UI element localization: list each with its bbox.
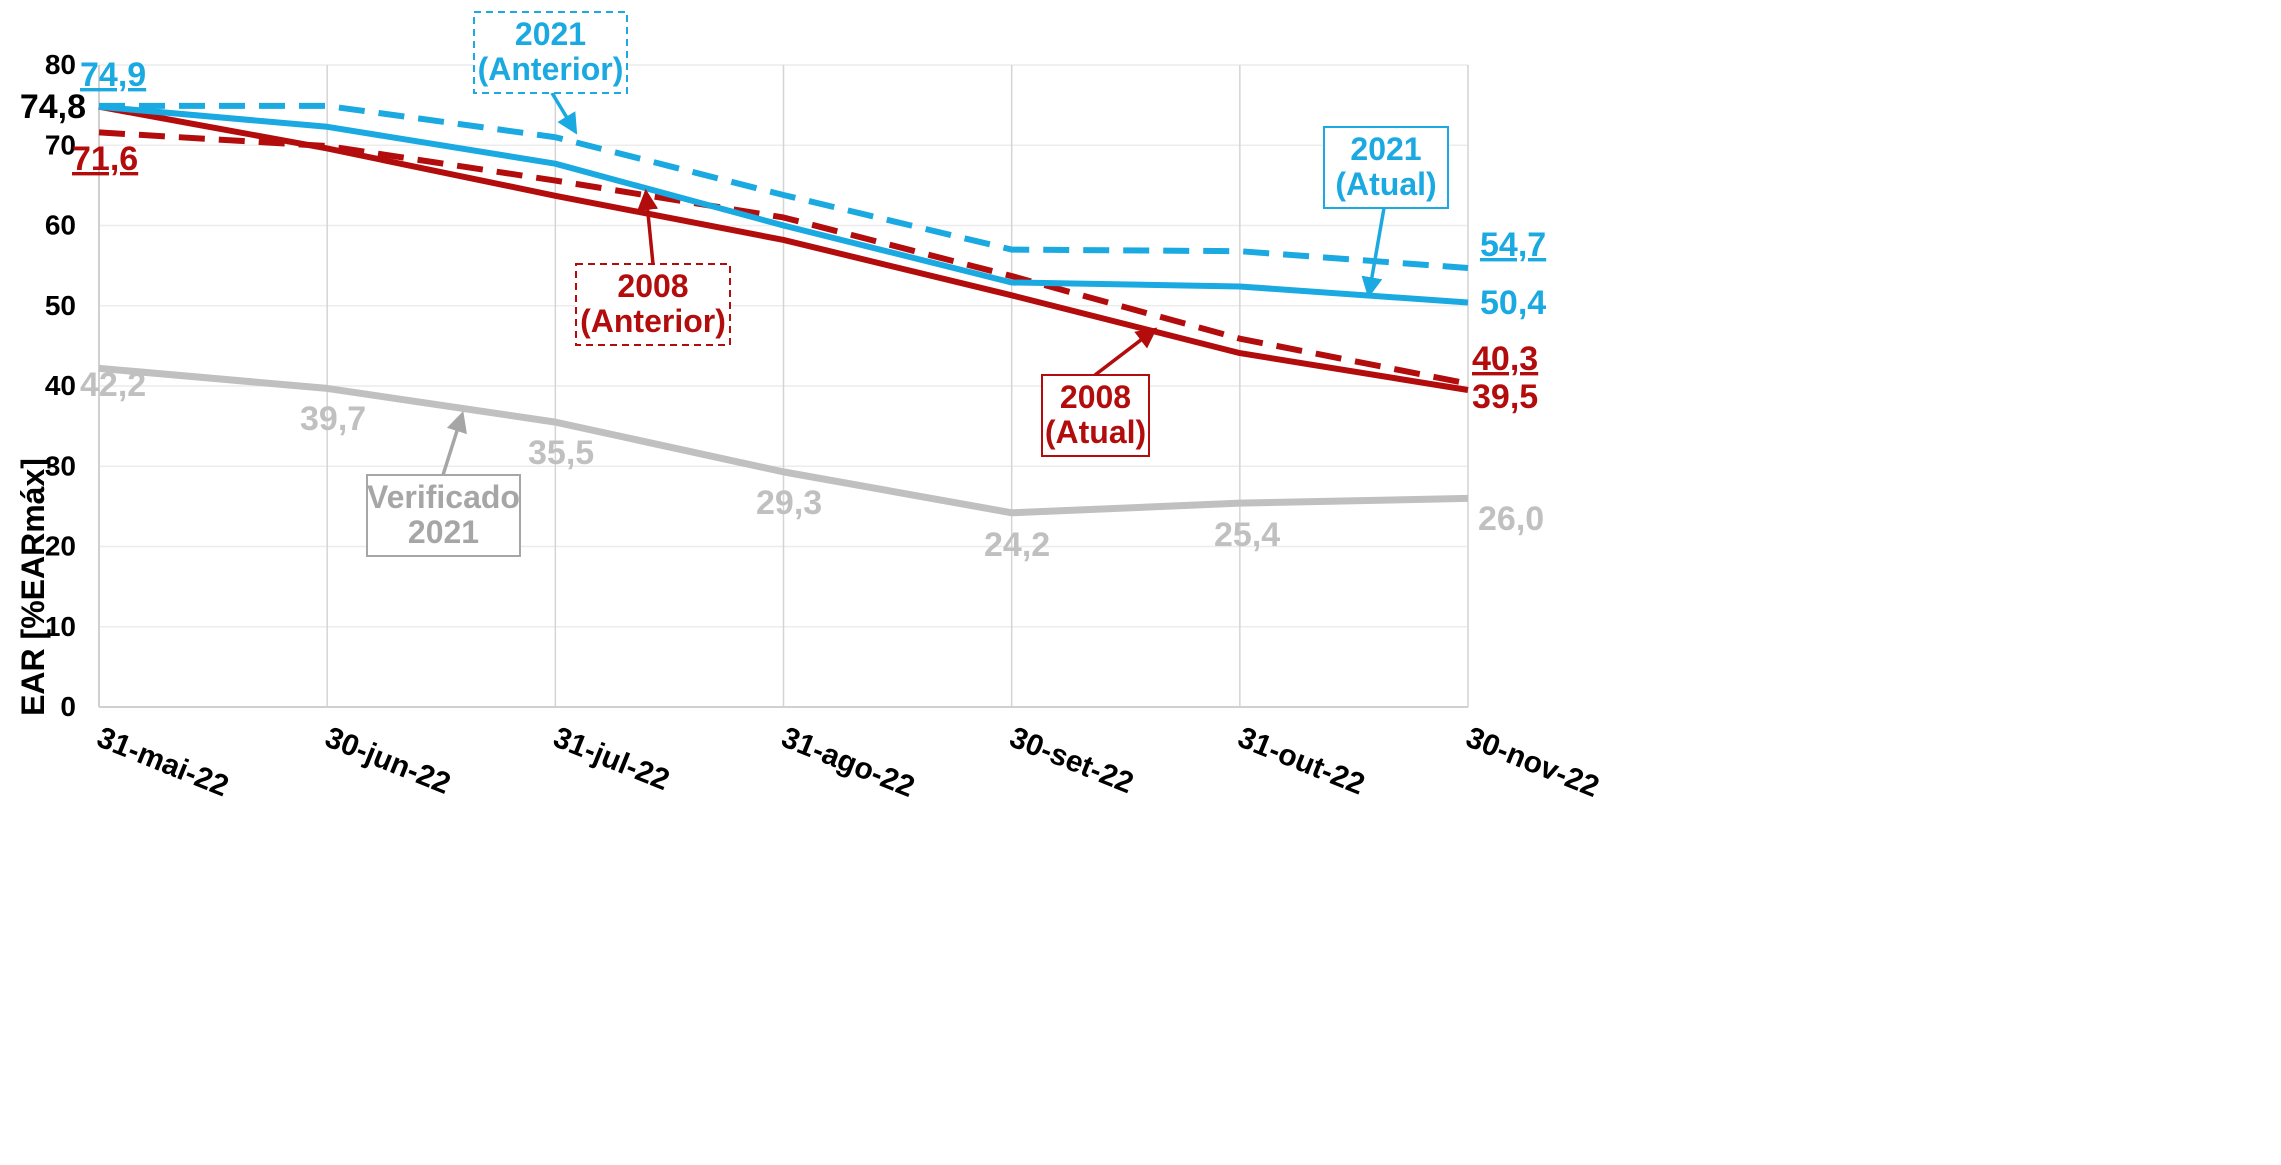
y-tick-label: 10 — [45, 611, 76, 642]
data-label: 42,2 — [80, 366, 146, 404]
data-label: 29,3 — [756, 484, 822, 522]
callout-box — [366, 474, 521, 557]
y-tick-label: 70 — [45, 129, 76, 160]
data-label: 39,7 — [300, 400, 366, 438]
data-label: 35,5 — [528, 434, 594, 472]
series-line-a2008-anterior — [98, 129, 1469, 387]
data-label: 54,7 — [1480, 226, 1546, 264]
callout-arrow — [637, 188, 659, 265]
data-label: 50,4 — [1480, 284, 1546, 322]
series-line-a2021-anterior — [99, 102, 1469, 272]
callout-line2: (Anterior) — [580, 303, 726, 339]
callout-box — [575, 263, 731, 346]
y-axis-title: EAR [%EARmáx] — [15, 458, 51, 716]
callout-arrow — [550, 92, 578, 135]
x-tick-label: 31-out-22 — [1233, 721, 1369, 802]
arrow-layer — [441, 92, 1386, 476]
data-label: 40,3 — [1472, 340, 1538, 378]
callout-line2: 2021 — [408, 514, 479, 550]
callout-arrow — [1361, 207, 1386, 299]
data-label: 24,2 — [984, 526, 1050, 564]
data-label: 39,5 — [1472, 378, 1538, 416]
callout-line2: (Atual) — [1335, 166, 1436, 202]
callout-layer: 2021(Anterior)2021(Atual)2008(Anterior)2… — [366, 11, 1449, 557]
data-label: 74,8 — [20, 88, 86, 126]
y-tick-label: 40 — [45, 370, 76, 401]
x-tick-label: 30-nov-22 — [1461, 721, 1603, 804]
callout-line1: 2021 — [1350, 131, 1421, 167]
data-label: 26,0 — [1478, 500, 1544, 538]
y-tick-label: 50 — [45, 290, 76, 321]
x-tick-label: 30-jun-22 — [321, 721, 455, 801]
x-tick-label: 31-ago-22 — [777, 721, 919, 804]
callout-box — [1323, 126, 1449, 209]
data-label: 74,9 — [80, 56, 146, 94]
callout-arrow — [1093, 327, 1158, 377]
callout-box — [1041, 374, 1150, 457]
series-line-a2021-atual — [98, 103, 1469, 306]
callout-line2: (Anterior) — [478, 51, 624, 87]
callout-box — [473, 11, 628, 94]
callout-line1: 2008 — [617, 268, 688, 304]
callout-line1: Verificado — [367, 479, 520, 515]
y-tick-label: 60 — [45, 210, 76, 241]
y-tick-label: 30 — [45, 450, 76, 481]
x-tick-label: 30-set-22 — [1005, 721, 1138, 800]
y-tick-label: 80 — [45, 49, 76, 80]
x-tick-label: 31-mai-22 — [92, 721, 233, 803]
callout-arrow — [441, 410, 467, 476]
callout-line1: 2008 — [1060, 379, 1131, 415]
series-line-a2008-atual — [98, 103, 1469, 393]
x-tick-label: 31-jul-22 — [549, 721, 674, 797]
callout-line1: 2021 — [515, 16, 586, 52]
y-tick-label: 0 — [60, 691, 76, 722]
callout-line2: (Atual) — [1045, 414, 1146, 450]
label-layer: 74,974,8 71,6 54,7 50,4 40,339,5 42,2 39,7 35,5… — [20, 56, 1546, 564]
data-label: 71,6 — [72, 140, 138, 178]
data-label: 25,4 — [1214, 516, 1280, 554]
series-line-verificado-2021 — [98, 364, 1469, 517]
y-tick-label: 20 — [45, 531, 76, 562]
series-layer — [98, 102, 1469, 517]
